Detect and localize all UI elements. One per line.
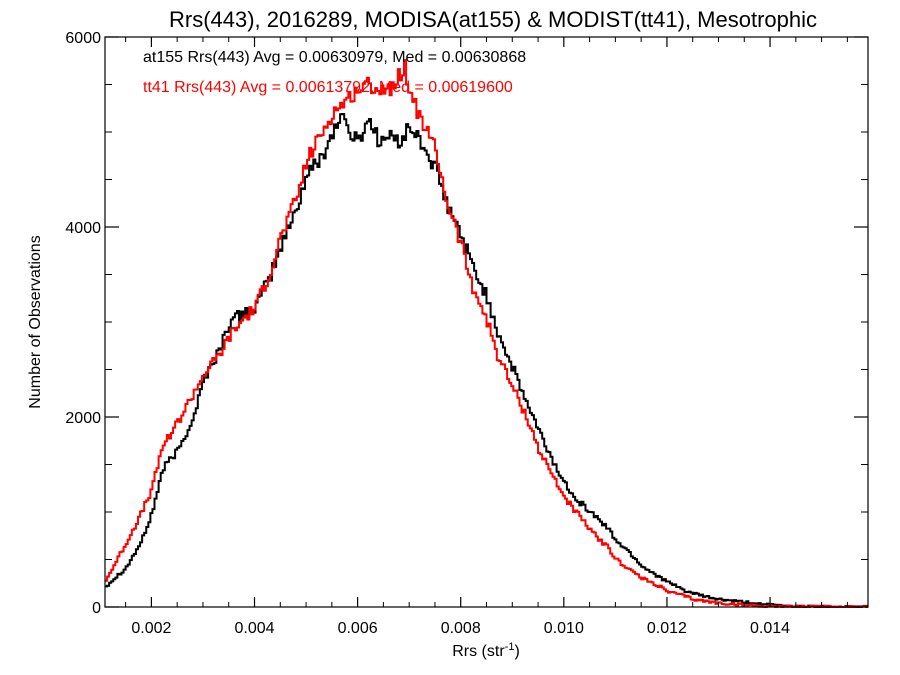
x-tick-label: 0.008: [441, 620, 481, 637]
series-layer: [105, 59, 868, 608]
y-axis-label: Number of Observations: [27, 235, 44, 408]
chart-title: Rrs(443), 2016289, MODISA(at155) & MODIS…: [169, 7, 817, 32]
x-tick-label: 0.012: [647, 620, 687, 637]
y-tick-label: 0: [92, 600, 101, 617]
series-line-1: [105, 59, 868, 608]
x-tick-label: 0.006: [338, 620, 378, 637]
x-axis-label-main: Rrs (str: [452, 643, 505, 660]
ticks-layer: 0.002 0.004 0.006 0.008 0.010 0.012 0.014 0 2000…: [65, 30, 868, 637]
series-line-0: [105, 113, 868, 608]
x-tick-label: 0.004: [234, 620, 274, 637]
x-axis-label: Rrs (str-1): [452, 641, 520, 660]
x-tick-label: 0.014: [750, 620, 790, 637]
y-tick-label: 4000: [65, 220, 101, 237]
x-axis-label-superscript: -1: [505, 641, 515, 653]
annotation-tt41: tt41 Rrs(443) Avg = 0.00613792, Med = 0.…: [143, 79, 513, 96]
y-tick-label: 2000: [65, 410, 101, 427]
x-tick-label: 0.010: [544, 620, 584, 637]
plot-frame: [104, 36, 869, 608]
x-tick-label: 0.002: [131, 620, 171, 637]
y-tick-label: 6000: [65, 30, 101, 47]
x-axis-label-close: ): [514, 643, 519, 660]
annotation-at155: at155 Rrs(443) Avg = 0.00630979, Med = 0…: [143, 49, 526, 66]
